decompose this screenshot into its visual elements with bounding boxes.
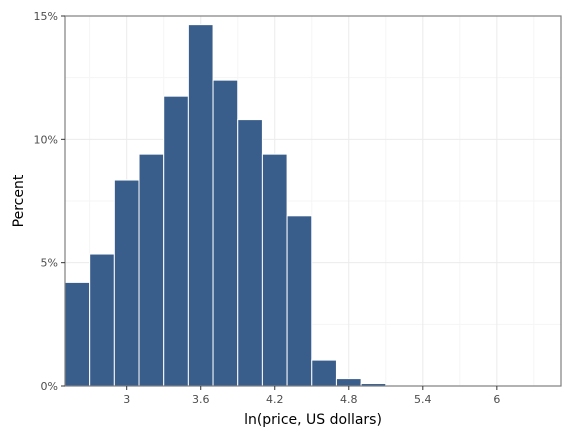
- bars: [64, 24, 560, 387]
- histogram-bar: [89, 253, 115, 387]
- y-tick-label: 15%: [34, 10, 58, 23]
- histogram-bar: [113, 179, 140, 387]
- histogram-bar: [237, 119, 263, 387]
- histogram-bar: [163, 95, 189, 387]
- histogram-bar: [187, 24, 214, 387]
- histogram-bar: [311, 359, 337, 387]
- y-axis-title: Percent: [11, 174, 27, 227]
- y-tick-label: 10%: [34, 133, 58, 146]
- x-tick-label: 3.6: [192, 393, 210, 406]
- histogram-bar: [335, 378, 362, 387]
- y-tick-label: 5%: [41, 257, 58, 270]
- x-axis-title: ln(price, US dollars): [244, 412, 382, 428]
- x-tick-label: 5.4: [414, 393, 432, 406]
- x-axis-ticks: 3 3.6 4.2 4.8 5.4 6: [123, 386, 500, 406]
- plot-border: [64, 15, 562, 387]
- histogram-bar: [261, 153, 288, 387]
- x-tick-label: 3: [123, 393, 130, 406]
- histogram-bar: [138, 153, 165, 387]
- y-tick-label: 0%: [41, 380, 58, 393]
- histogram-bar: [286, 215, 313, 387]
- x-tick-label: 6: [493, 393, 500, 406]
- x-tick-label: 4.2: [266, 393, 284, 406]
- histogram-bar: [212, 79, 239, 387]
- y-axis-ticks: 0% 5% 10% 15%: [34, 10, 65, 393]
- x-tick-label: 4.8: [340, 393, 358, 406]
- histogram-bar: [64, 281, 91, 387]
